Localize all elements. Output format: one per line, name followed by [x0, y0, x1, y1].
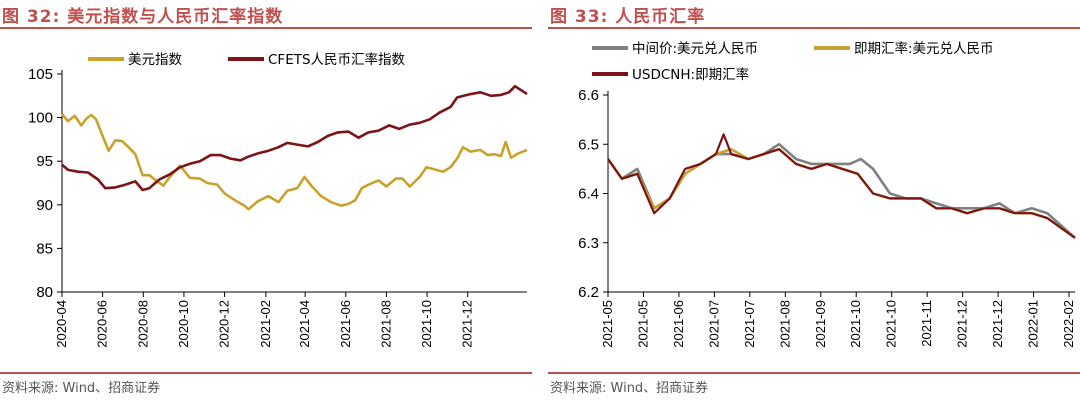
legend: 美元指数 CFETS人民币汇率指数 — [88, 51, 406, 68]
figure-33-panel: 图 33: 人民币汇率 6.2 6.3 6.4 6.5 6.6 2021-05 2021-0… — [548, 0, 1080, 400]
x-tick-label: 2021-12 — [990, 300, 1005, 348]
figure-title: 图 33: 人民币汇率 — [550, 7, 706, 27]
series-line-3 — [607, 133, 1076, 239]
legend-label: CFETS人民币汇率指数 — [268, 51, 406, 68]
y-tick-label: 6.2 — [578, 284, 599, 301]
legend-label: 中间价:美元兑人民币 — [632, 41, 758, 57]
x-tick-label: 2021-12 — [955, 300, 970, 348]
x-tick-label: 2020-10 — [176, 300, 191, 348]
x-tick-label: 2021-06 — [671, 300, 686, 348]
x-tick-label: 2022-02 — [1061, 300, 1076, 348]
x-tick-label: 2021-08 — [777, 300, 792, 348]
series-line-2 — [606, 147, 1076, 239]
figure-title: 图 32: 美元指数与人民币汇率指数 — [2, 7, 284, 27]
y-tick-label: 85 — [36, 240, 53, 257]
y-tick-label: 6.6 — [578, 87, 599, 104]
x-tick-label: 2021-09 — [813, 300, 828, 348]
x-tick-label: 2021-08 — [378, 300, 393, 348]
x-tick-label: 2021-10 — [848, 300, 863, 348]
legend-label: USDCNH:即期汇率 — [632, 66, 749, 83]
legend-label: 即期汇率:美元兑人民币 — [854, 40, 994, 57]
series-line-1 — [61, 113, 528, 211]
figure-32-panel: 图 32: 美元指数与人民币汇率指数 80 85 90 95 100 105 2020-04… — [0, 0, 532, 400]
source-rule — [548, 372, 1080, 374]
dxy-cfets-line-chart: 80 85 90 95 100 105 2020-04 2020-06 2020-08 2020-… — [28, 51, 528, 348]
x-tick-label: 2021-05 — [635, 300, 650, 348]
legend-label: 美元指数 — [128, 52, 182, 68]
x-tick-label: 2020-04 — [54, 300, 69, 348]
x-tick-label: 2021-07 — [742, 300, 757, 348]
y-tick-label: 80 — [36, 284, 53, 301]
x-tick-label: 2021-12 — [460, 300, 475, 348]
y-tick-label: 95 — [36, 153, 53, 170]
x-tick-label: 2021-11 — [919, 300, 934, 347]
x-tick-label: 2022-01 — [1026, 300, 1041, 348]
source-note: 资料来源: Wind、招商证券 — [2, 381, 161, 396]
y-tick-label: 105 — [28, 66, 53, 83]
y-tick-label: 90 — [36, 197, 53, 214]
x-tick-label: 2021-10 — [419, 300, 434, 348]
legend: 中间价:美元兑人民币 即期汇率:美元兑人民币 USDCNH:即期汇率 — [592, 40, 994, 83]
x-tick-label: 2021-04 — [297, 300, 312, 348]
y-tick-label: 6.3 — [578, 235, 599, 252]
x-tick-label: 2020-06 — [95, 300, 110, 348]
series-line-1 — [606, 142, 1076, 239]
x-tick-label: 2021-10 — [884, 300, 899, 348]
title-rule — [548, 27, 1080, 29]
source-note: 资料来源: Wind、招商证券 — [550, 381, 709, 396]
x-tick-label: 2021-05 — [600, 300, 615, 348]
x-tick-label: 2021-02 — [258, 300, 273, 348]
y-tick-label: 6.4 — [578, 186, 599, 203]
source-rule — [0, 372, 532, 374]
x-tick-label: 2021-06 — [338, 300, 353, 348]
y-tick-label: 100 — [28, 110, 53, 127]
usdcny-line-chart: 6.2 6.3 6.4 6.5 6.6 2021-05 2021-05 2021-06 2021… — [578, 40, 1076, 348]
title-rule — [0, 27, 532, 29]
x-tick-label: 2021-07 — [706, 300, 721, 348]
series-line-2 — [61, 84, 528, 192]
x-tick-label: 2020-08 — [135, 300, 150, 348]
x-tick-label: 2020-12 — [217, 300, 232, 348]
y-tick-label: 6.5 — [578, 136, 599, 153]
